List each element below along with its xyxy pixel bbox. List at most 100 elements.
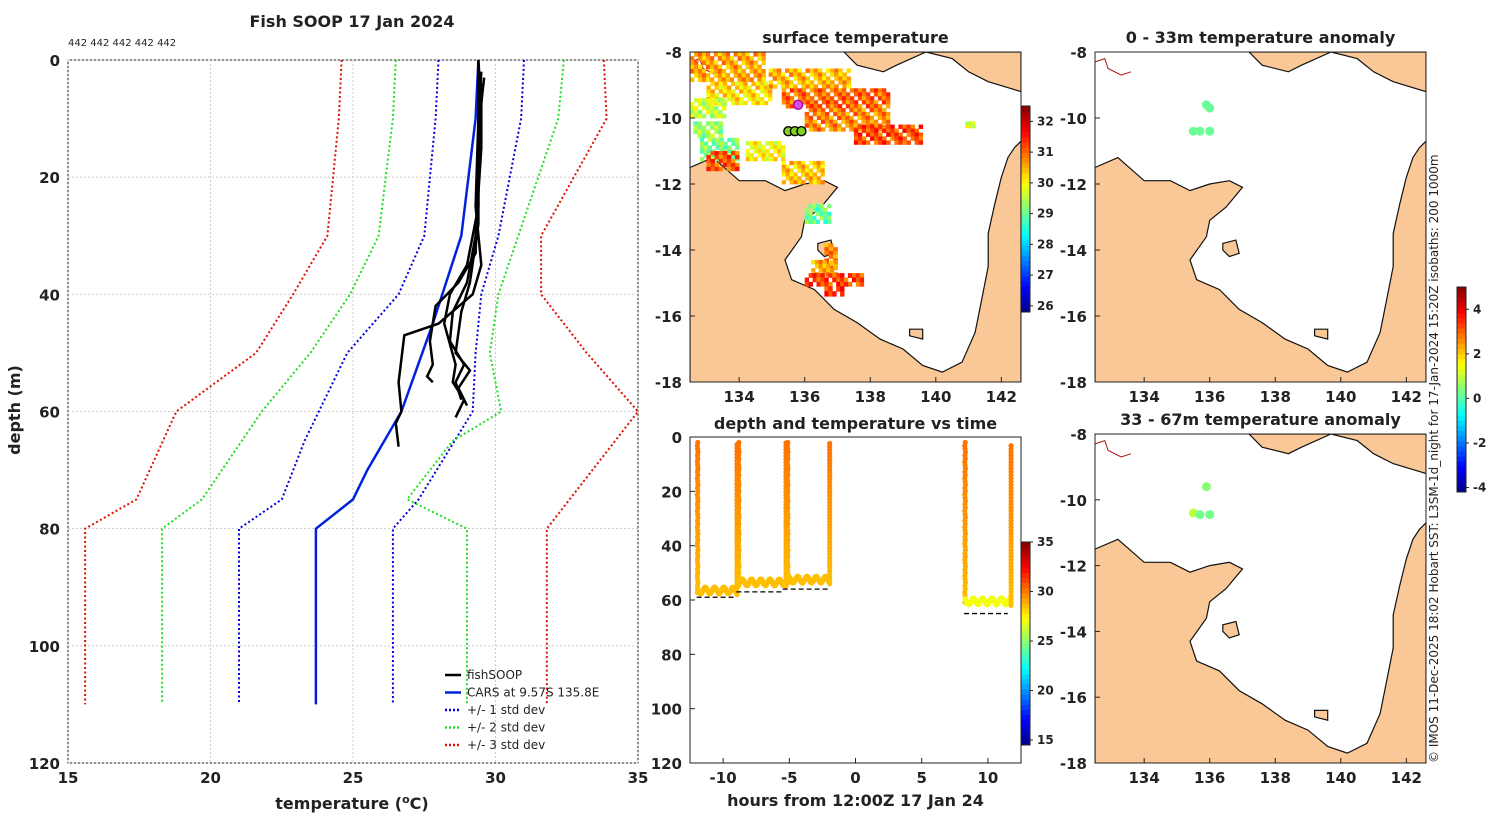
- sst-colorbar-swatch: [1021, 306, 1030, 313]
- sst-pixel: [703, 149, 709, 154]
- sst-colorbar-swatch: [1021, 193, 1030, 200]
- sst-pixel: [833, 92, 839, 97]
- sst-pixel: [713, 64, 719, 70]
- sst-pixel: [846, 80, 851, 85]
- map-x-tick-label: 142: [1391, 388, 1422, 406]
- sst-pixel: [885, 111, 891, 117]
- sst-colorbar-swatch: [1021, 106, 1030, 112]
- sst-pixel: [890, 132, 895, 137]
- sst-pixel: [805, 168, 810, 173]
- sst-pixel: [874, 132, 879, 137]
- time-colorbar-swatch: [1021, 734, 1030, 741]
- australia-land: [1095, 140, 1426, 382]
- sst-pixel: [859, 277, 865, 283]
- sst-pixel: [761, 56, 766, 61]
- sst-pixel: [741, 77, 746, 83]
- time-colorbar-swatch: [1021, 542, 1030, 548]
- sst-pixel: [726, 93, 732, 98]
- sst-pixel: [793, 176, 798, 181]
- sst-pixel: [709, 64, 715, 70]
- anomaly-colorbar-swatch: [1457, 389, 1466, 396]
- sst-pixel: [874, 128, 879, 133]
- time-colorbar-tick-label: 20: [1037, 684, 1054, 698]
- sst-pixel: [793, 68, 798, 73]
- island-land: [1222, 620, 1240, 639]
- sst-pixel: [809, 100, 815, 105]
- sst-pixel: [819, 215, 824, 221]
- sst-pixel: [837, 104, 843, 109]
- sst-pixel: [714, 114, 719, 119]
- sst-pixel: [713, 68, 719, 74]
- sst-pixel: [733, 64, 739, 70]
- sst-pixel: [804, 215, 809, 221]
- sst-pixel: [857, 111, 862, 117]
- map-title: 0 - 33m temperature anomaly: [1126, 28, 1396, 47]
- sst-pixel: [690, 60, 695, 66]
- sst-pixel: [801, 172, 806, 177]
- map-y-tick-label: -18: [1060, 374, 1087, 392]
- sst-pixel: [824, 111, 830, 117]
- sst-pixel: [809, 84, 815, 89]
- new-guinea-land: [1248, 52, 1426, 93]
- sst-pixel: [717, 64, 723, 70]
- sst-pixel: [804, 277, 810, 283]
- sst-pixel: [730, 158, 736, 164]
- anomaly-colorbar-swatch: [1457, 287, 1466, 293]
- time-colorbar-swatch: [1021, 704, 1030, 710]
- sst-pixel: [882, 128, 887, 133]
- sst-pixel: [827, 211, 832, 217]
- sst-pixel: [698, 114, 703, 119]
- sst-pixel: [735, 141, 740, 146]
- timeseries-x-tick-label: 10: [977, 769, 998, 787]
- sst-pixel: [749, 56, 754, 61]
- sst-pixel: [830, 68, 835, 73]
- sst-pixel: [745, 60, 750, 66]
- sst-pixel: [811, 259, 816, 265]
- sst-pixel: [711, 141, 716, 146]
- anomaly-colorbar-swatch: [1457, 369, 1466, 375]
- sst-pixel: [703, 153, 709, 158]
- sst-pixel: [801, 164, 806, 169]
- timeseries-y-tick-label: 20: [661, 483, 682, 501]
- sst-pixel: [731, 141, 736, 146]
- sst-pixel: [781, 96, 787, 101]
- sst-pixel: [874, 136, 879, 141]
- sst-pixel: [699, 137, 705, 143]
- sst-pixel: [965, 124, 971, 129]
- anomaly-colorbar-swatch: [1457, 302, 1466, 308]
- sst-pixel: [785, 96, 791, 101]
- sst-pixel: [886, 140, 891, 145]
- sst-pixel: [710, 106, 715, 111]
- sst-pixel: [690, 68, 695, 74]
- sst-pixel: [853, 111, 858, 117]
- sst-pixel: [829, 100, 835, 105]
- sst-pixel: [715, 145, 720, 150]
- sst-pixel: [918, 124, 924, 129]
- timeseries-title: depth and temperature vs time: [714, 414, 997, 433]
- sst-pixel: [865, 111, 871, 117]
- profile-ids: 442 442 442 442 442: [68, 38, 176, 49]
- sst-pixel: [821, 76, 827, 81]
- sst-colorbar-swatch: [1021, 234, 1030, 241]
- sst-pixel: [833, 264, 838, 269]
- sst-pixel: [726, 162, 732, 168]
- sst-pixel: [870, 136, 875, 141]
- sst-pixel: [873, 119, 879, 124]
- sst-pixel: [723, 145, 728, 150]
- sst-pixel: [697, 52, 703, 57]
- sst-pixel: [842, 76, 847, 81]
- sst-pixel: [710, 151, 715, 156]
- sst-pixel: [820, 108, 826, 113]
- sst-pixel: [769, 145, 774, 150]
- sst-pixel: [821, 92, 827, 97]
- sst-pixel: [699, 157, 705, 162]
- sst-pixel: [735, 97, 740, 102]
- sst-pixel: [718, 114, 723, 119]
- sst-pixel: [714, 162, 720, 168]
- profile-series-fishsoop-cast-5: [454, 77, 486, 407]
- sst-pixel: [713, 73, 719, 78]
- sst-pixel: [821, 72, 827, 77]
- sst-pixel: [826, 264, 831, 269]
- sst-pixel: [812, 176, 818, 181]
- timeseries-y-tick-label: 80: [661, 646, 682, 664]
